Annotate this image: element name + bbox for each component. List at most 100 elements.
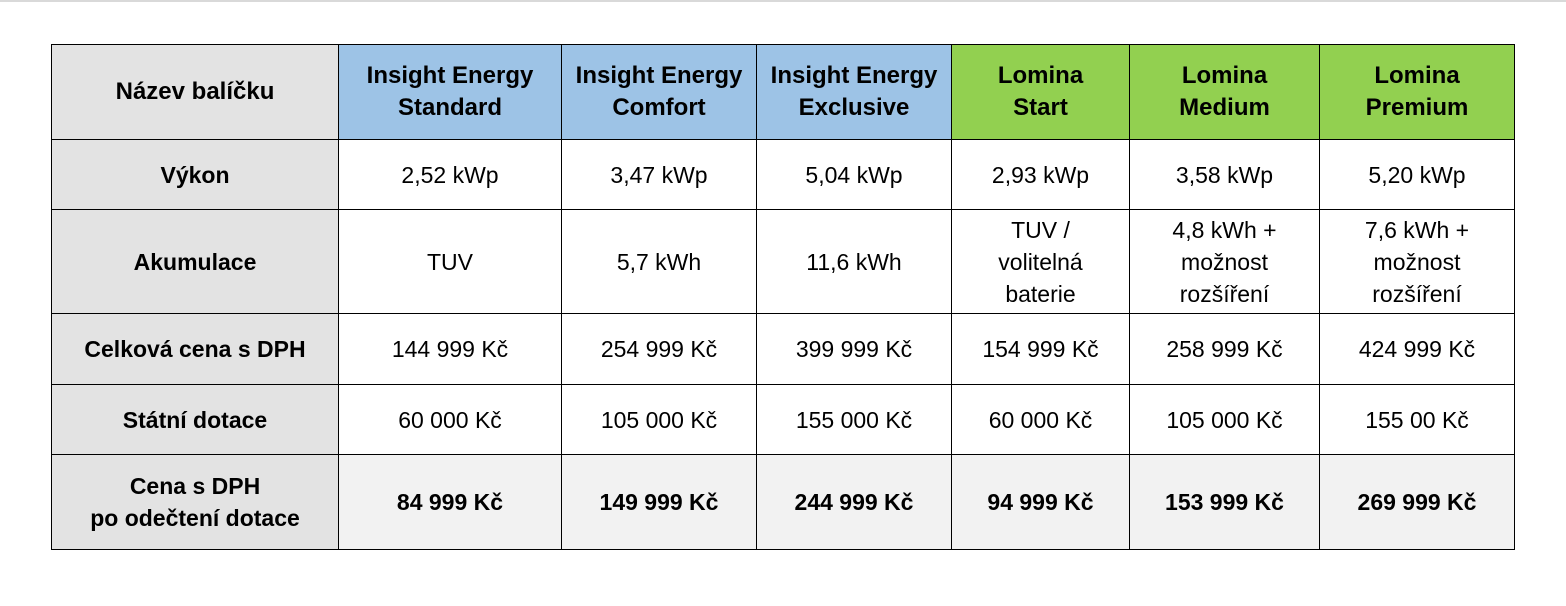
- cell-text: TUV /: [1011, 216, 1070, 243]
- cell-text: Lomina: [1181, 62, 1268, 89]
- value-cell: 258 999 Kč: [1130, 314, 1319, 384]
- cell-text: 5,20 kWp: [1368, 161, 1466, 188]
- cell-text: Insight Energy: [770, 62, 938, 89]
- header-cell: Název balíčku: [52, 45, 338, 139]
- cell-text: 258 999 Kč: [1166, 336, 1283, 362]
- value-cell: 60 000 Kč: [339, 385, 561, 454]
- header-cell: Insight Energy Exclusive: [757, 45, 951, 139]
- value-cell: 269 999 Kč: [1320, 455, 1514, 549]
- row-label: Cena s DPH po odečtení dotace: [52, 455, 338, 549]
- value-cell: 399 999 Kč: [757, 314, 951, 384]
- value-cell: 5,7 kWh: [562, 210, 756, 313]
- cell-text: Výkon: [160, 161, 230, 188]
- value-cell: TUV / volitelná baterie: [952, 210, 1129, 313]
- cell-text: 3,58 kWp: [1175, 161, 1274, 188]
- cell-text: 155 00 Kč: [1365, 406, 1469, 433]
- value-cell: 424 999 Kč: [1320, 314, 1514, 384]
- cell-text: Exclusive: [798, 94, 910, 121]
- cell-text: TUV: [427, 248, 473, 275]
- value-cell: 11,6 kWh: [757, 210, 951, 313]
- top-rule: [0, 0, 1566, 2]
- cell-text: 269 999 Kč: [1357, 489, 1477, 515]
- value-cell: 4,8 kWh + možnost rozšíření: [1130, 210, 1319, 313]
- cell-text: 2,93 kWp: [991, 161, 1090, 188]
- row-label: Státní dotace: [52, 385, 338, 454]
- header-cell: Lomina Start: [952, 45, 1129, 139]
- cell-text: 424 999 Kč: [1358, 336, 1476, 362]
- value-cell: 7,6 kWh + možnost rozšíření: [1320, 210, 1514, 313]
- cell-text: 149 999 Kč: [599, 489, 719, 515]
- value-cell: 155 000 Kč: [757, 385, 951, 454]
- cell-text: 84 999 Kč: [396, 489, 504, 515]
- cell-text: 244 999 Kč: [794, 489, 914, 515]
- header-cell: Lomina Premium: [1320, 45, 1514, 139]
- cell-text: Státní dotace: [122, 406, 268, 433]
- value-cell: 105 000 Kč: [1130, 385, 1319, 454]
- cell-text: rozšíření: [1372, 280, 1462, 307]
- cell-text: možnost: [1181, 248, 1268, 275]
- cell-text: volitelná: [998, 248, 1083, 275]
- cell-text: Standard: [397, 94, 502, 121]
- comparison-table: Název balíčku Insight Energy Standard Insig…: [51, 44, 1515, 550]
- cell-text: 399 999 Kč: [795, 336, 913, 362]
- cell-text: Medium: [1179, 94, 1270, 121]
- cell-text: Insight Energy: [366, 62, 534, 89]
- value-cell: TUV: [339, 210, 561, 313]
- value-cell: 3,47 kWp: [562, 140, 756, 209]
- cell-text: Lomina: [997, 62, 1084, 89]
- header-cell: Insight Energy Standard: [339, 45, 561, 139]
- header-cell: Lomina Medium: [1130, 45, 1319, 139]
- value-cell: 105 000 Kč: [562, 385, 756, 454]
- cell-text: baterie: [1005, 280, 1076, 307]
- value-cell: 244 999 Kč: [757, 455, 951, 549]
- cell-text: Lomina: [1374, 62, 1460, 89]
- cell-text: Insight Energy: [575, 62, 743, 89]
- row-label: Výkon: [52, 140, 338, 209]
- cell-text: 2,52 kWp: [401, 161, 499, 188]
- value-cell: 3,58 kWp: [1130, 140, 1319, 209]
- cell-text: 154 999 Kč: [982, 336, 1099, 362]
- cell-text: Start: [1013, 94, 1068, 121]
- value-cell: 2,93 kWp: [952, 140, 1129, 209]
- cell-text: 5,04 kWp: [805, 161, 903, 188]
- cell-text: 153 999 Kč: [1165, 489, 1284, 515]
- value-cell: 60 000 Kč: [952, 385, 1129, 454]
- value-cell: 94 999 Kč: [952, 455, 1129, 549]
- cell-text: 4,8 kWh +: [1172, 216, 1277, 243]
- row-label: Akumulace: [52, 210, 338, 313]
- cell-text: možnost: [1373, 248, 1461, 275]
- cell-text: Cena s DPH: [129, 473, 261, 499]
- cell-text: 3,47 kWp: [610, 161, 708, 188]
- value-cell: 155 00 Kč: [1320, 385, 1514, 454]
- value-cell: 153 999 Kč: [1130, 455, 1319, 549]
- cell-text: 144 999 Kč: [391, 336, 509, 362]
- value-cell: 144 999 Kč: [339, 314, 561, 384]
- cell-text: po odečtení dotace: [90, 505, 300, 531]
- cell-text: 105 000 Kč: [1166, 406, 1283, 433]
- cell-text: Comfort: [612, 94, 706, 121]
- cell-text: Celková cena s DPH: [84, 336, 306, 362]
- value-cell: 5,04 kWp: [757, 140, 951, 209]
- cell-text: 254 999 Kč: [600, 336, 718, 362]
- cell-text: 60 000 Kč: [398, 406, 502, 433]
- value-cell: 5,20 kWp: [1320, 140, 1514, 209]
- cell-text: Premium: [1365, 94, 1469, 121]
- cell-text: 5,7 kWh: [616, 248, 702, 275]
- row-label: Celková cena s DPH: [52, 314, 338, 384]
- value-cell: 154 999 Kč: [952, 314, 1129, 384]
- value-cell: 149 999 Kč: [562, 455, 756, 549]
- cell-text: 7,6 kWh +: [1364, 216, 1470, 243]
- cell-text: Název balíčku: [115, 78, 275, 105]
- cell-text: 105 000 Kč: [600, 406, 718, 433]
- cell-text: 60 000 Kč: [988, 406, 1093, 433]
- header-cell: Insight Energy Comfort: [562, 45, 756, 139]
- cell-text: 11,6 kWh: [806, 248, 902, 275]
- cell-text: 155 000 Kč: [795, 406, 913, 433]
- value-cell: 2,52 kWp: [339, 140, 561, 209]
- cell-text: Akumulace: [133, 248, 257, 275]
- cell-text: rozšíření: [1179, 280, 1270, 307]
- value-cell: 254 999 Kč: [562, 314, 756, 384]
- value-cell: 84 999 Kč: [339, 455, 561, 549]
- cell-text: 94 999 Kč: [987, 489, 1094, 515]
